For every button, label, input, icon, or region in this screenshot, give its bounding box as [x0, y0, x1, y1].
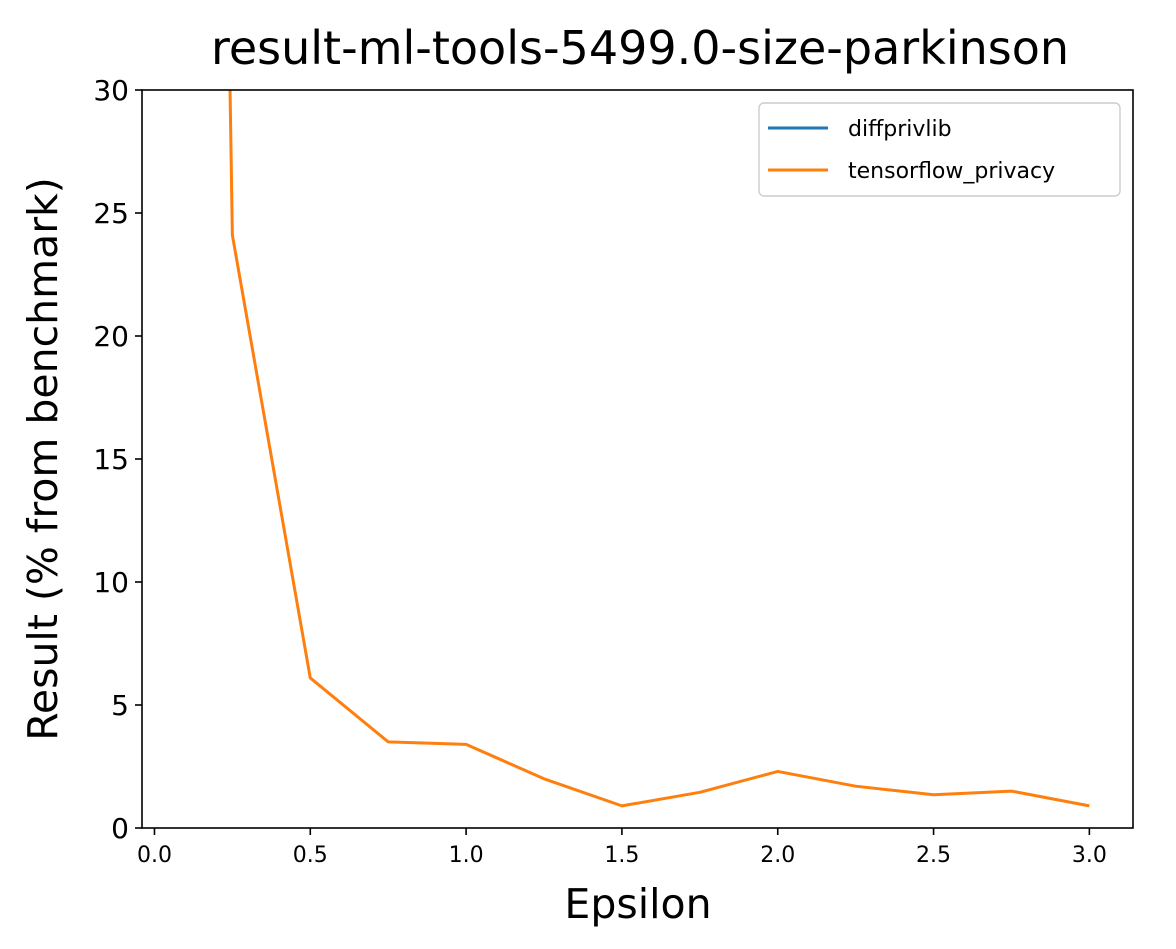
legend: diffprivlib tensorflow_privacy	[758, 102, 1121, 197]
series-line-tensorflow-privacy	[228, 90, 1090, 808]
x-tick-label: 2.5	[916, 843, 951, 868]
x-tick-label: 0.5	[293, 843, 328, 868]
chart-title: result-ml-tools-5499.0-size-parkinson	[211, 21, 1069, 75]
y-tick-label: 5	[111, 689, 129, 722]
series-lines	[228, 90, 1090, 808]
y-tick-label: 30	[93, 74, 129, 107]
y-tick-label: 10	[93, 566, 129, 599]
x-tick-label: 0.0	[137, 843, 172, 868]
x-axis-ticks: 0.0 0.5 1.0 1.5 2.0 2.5 3.0	[137, 828, 1107, 868]
legend-box	[758, 102, 1121, 197]
y-axis-ticks: 0 5 10 15 20 25 30	[93, 74, 142, 845]
y-tick-label: 0	[111, 812, 129, 845]
legend-entries: diffprivlib tensorflow_privacy	[768, 117, 1055, 184]
x-tick-label: 1.0	[449, 843, 484, 868]
y-tick-label: 15	[93, 443, 129, 476]
legend-label: diffprivlib	[848, 117, 952, 142]
plot-frame	[141, 89, 1134, 829]
x-axis-title: Epsilon	[564, 880, 711, 928]
x-tick-label: 3.0	[1072, 843, 1107, 868]
y-axis-title: Result (% from benchmark)	[19, 177, 67, 741]
x-tick-label: 2.0	[760, 843, 795, 868]
x-tick-label: 1.5	[604, 843, 639, 868]
y-tick-label: 25	[93, 197, 129, 230]
legend-label: tensorflow_privacy	[848, 159, 1055, 184]
y-tick-label: 20	[93, 320, 129, 353]
